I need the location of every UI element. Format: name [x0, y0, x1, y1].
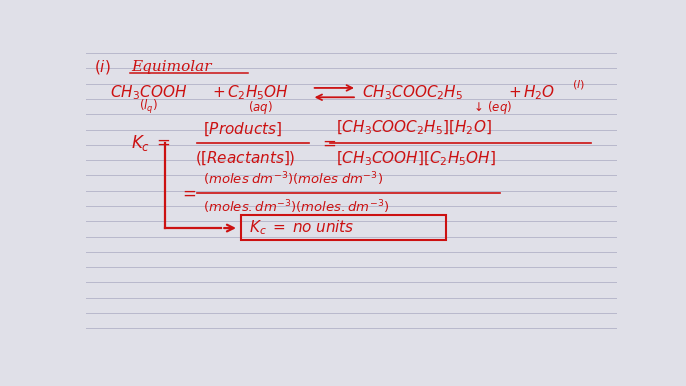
Text: $CH_3COOC_2H_5$: $CH_3COOC_2H_5$ [362, 83, 463, 102]
Text: $+\,C_2H_5OH$: $+\,C_2H_5OH$ [212, 83, 289, 102]
Text: $(l_q)$: $(l_q)$ [139, 98, 158, 116]
Text: $(aq)$: $(aq)$ [248, 98, 273, 115]
Text: $[CH_3COOC_2H_5][H_2O]$: $[CH_3COOC_2H_5][H_2O]$ [335, 119, 491, 137]
Text: Equimolar: Equimolar [131, 60, 211, 74]
Text: $(l)$: $(l)$ [572, 78, 585, 91]
Text: $([Reactants])$: $([Reactants])$ [195, 149, 295, 167]
Text: $K_c\;=\;no\;units$: $K_c\;=\;no\;units$ [250, 218, 355, 237]
Text: $\downarrow\,(eq)$: $\downarrow\,(eq)$ [471, 98, 512, 115]
Text: $=$: $=$ [179, 184, 196, 202]
Text: $(moles\;dm^{-3})(moles\;dm^{-3})$: $(moles\;dm^{-3})(moles\;dm^{-3})$ [203, 170, 383, 188]
Bar [241, 215, 446, 240]
Text: $+\,H_2O$: $+\,H_2O$ [508, 83, 556, 102]
Text: $K_c\;=$: $K_c\;=$ [131, 133, 171, 153]
Text: $[Products]$: $[Products]$ [203, 120, 282, 138]
Text: $CH_3COOH$: $CH_3COOH$ [110, 83, 187, 102]
Text: $(moles.dm^{-3})(moles.dm^{-3})$: $(moles.dm^{-3})(moles.dm^{-3})$ [203, 199, 389, 217]
Text: $=$: $=$ [318, 134, 336, 152]
Text: $(i)$: $(i)$ [94, 58, 110, 76]
Text: $[CH_3COOH][C_2H_5OH]$: $[CH_3COOH][C_2H_5OH]$ [335, 150, 496, 168]
